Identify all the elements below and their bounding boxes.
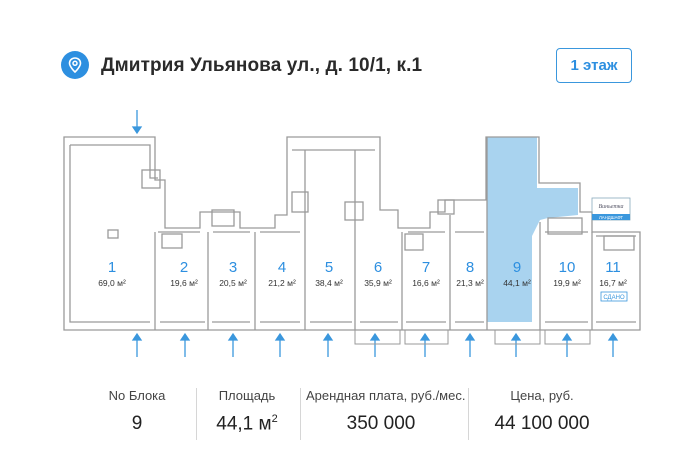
unit-5-area: 38,4 м² bbox=[315, 278, 343, 288]
block-label: No Блока bbox=[108, 388, 166, 403]
unit-4-area: 21,2 м² bbox=[268, 278, 296, 288]
area-value: 44,1 м2 bbox=[202, 413, 292, 435]
entrance-arrow-11 bbox=[607, 332, 619, 357]
block-info: No Блока 9 bbox=[92, 380, 182, 450]
map-pin-icon bbox=[61, 51, 89, 79]
unit-9-area: 44,1 м² bbox=[503, 278, 531, 288]
header: Дмитрия Ульянова ул., д. 10/1, к.1 1 эта… bbox=[0, 0, 700, 110]
entrance-arrow-3 bbox=[227, 332, 239, 357]
divider bbox=[300, 388, 301, 440]
unit-3-area: 20,5 м² bbox=[219, 278, 247, 288]
unit-5-number[interactable]: 5 bbox=[325, 259, 333, 276]
rent-info: Арендная плата, руб./мес. 350 000 bbox=[306, 380, 466, 450]
unit-11-area: 16,7 м² bbox=[599, 278, 627, 288]
area-info: Площадь 44,1 м2 bbox=[202, 380, 292, 450]
unit-6-area: 35,9 м² bbox=[364, 278, 392, 288]
unit-1-area: 69,0 м² bbox=[98, 278, 126, 288]
unit-10-number[interactable]: 10 bbox=[559, 259, 576, 276]
entrance-arrow-10 bbox=[561, 332, 573, 357]
divider bbox=[196, 388, 197, 440]
unit-11-number[interactable]: 11 bbox=[605, 259, 621, 276]
unit-1-number[interactable]: 1 bbox=[108, 259, 116, 276]
block-value: 9 bbox=[131, 413, 143, 434]
walls bbox=[63, 136, 641, 331]
entrance-arrow-top bbox=[131, 110, 143, 135]
unit-8-number[interactable]: 8 bbox=[466, 259, 474, 276]
unit-6-number[interactable]: 6 bbox=[374, 259, 382, 276]
unit-labels: 1 69,0 м² 2 19,6 м² 3 20,5 м² 4 21,2 м² 5 38,4 м²… bbox=[98, 259, 627, 288]
unit-3-number[interactable]: 3 bbox=[229, 259, 237, 276]
unit-7-area: 16,6 м² bbox=[412, 278, 440, 288]
unit-9-highlight[interactable] bbox=[487, 137, 578, 322]
svg-text:Виньетка: Виньетка bbox=[599, 204, 624, 210]
area-unit-sup: 2 bbox=[271, 413, 278, 425]
area-label: Площадь bbox=[218, 388, 276, 403]
entrance-arrow-1 bbox=[131, 332, 143, 357]
entrance-arrow-4 bbox=[274, 332, 286, 357]
entrance-arrow-6 bbox=[369, 332, 381, 357]
divider bbox=[468, 388, 469, 440]
price-info: Цена, руб. 44 100 000 bbox=[474, 380, 610, 450]
unit-10-area: 19,9 м² bbox=[553, 278, 581, 288]
rent-label: Арендная плата, руб./мес. bbox=[306, 388, 466, 403]
unit-2-area: 19,6 м² bbox=[170, 278, 198, 288]
pharmacy-logo: Виньетка ЛАНДШАФТ bbox=[591, 197, 631, 221]
unit-info-panel: No Блока 9 Площадь 44,1 м2 Арендная плат… bbox=[0, 380, 700, 466]
rented-badge-text: СДАНО bbox=[603, 295, 625, 301]
entrance-arrow-8 bbox=[464, 332, 476, 357]
entrance-arrow-7 bbox=[419, 332, 431, 357]
floor-button[interactable]: 1 этаж bbox=[556, 48, 632, 83]
entrance-arrow-5 bbox=[322, 332, 334, 357]
pharmacy-badge-text: ЛАНДШАФТ bbox=[599, 215, 623, 220]
entrance-connectors bbox=[354, 330, 591, 345]
unit-8-area: 21,3 м² bbox=[456, 278, 484, 288]
entrance-arrow-2 bbox=[179, 332, 191, 357]
unit-2-number[interactable]: 2 bbox=[180, 259, 188, 276]
entrance-arrow-9 bbox=[510, 332, 522, 357]
area-value-text: 44,1 м bbox=[216, 413, 272, 435]
unit-7-number[interactable]: 7 bbox=[422, 259, 430, 276]
entrance-arrows bbox=[131, 110, 619, 357]
floor-plan: Виньетка ЛАНДШАФТ 1 69,0 м² 2 19,6 bbox=[0, 108, 700, 374]
price-label: Цена, руб. bbox=[510, 388, 574, 403]
unit-9-number[interactable]: 9 bbox=[513, 259, 521, 276]
address-title: Дмитрия Ульянова ул., д. 10/1, к.1 bbox=[101, 55, 423, 76]
unit-4-number[interactable]: 4 bbox=[278, 259, 286, 276]
price-value: 44 100 000 bbox=[494, 413, 590, 434]
rented-badge: СДАНО bbox=[600, 291, 628, 302]
rent-value: 350 000 bbox=[346, 413, 416, 434]
